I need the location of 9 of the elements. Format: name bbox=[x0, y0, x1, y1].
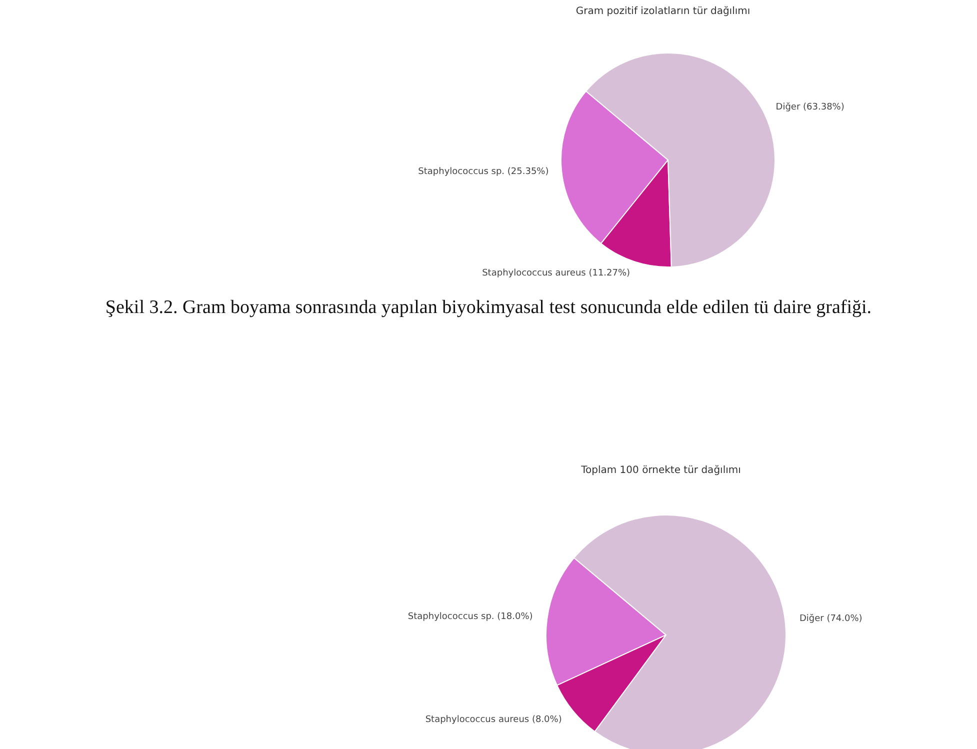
slice-label: Diğer (74.0%) bbox=[799, 613, 862, 624]
text: Şekil 3.2. Gram boyama sonrasında yapılan biyokimyasal test sonucunda elde edilen tü daire grafiği. bbox=[104, 296, 873, 319]
chart-title: Toplam 100 örnekte tür dağılımı bbox=[580, 465, 742, 476]
slice-label: Staphylococcus sp. (25.35%) bbox=[418, 166, 549, 177]
slice-label: Staphylococcus aureus (8.0%) bbox=[425, 714, 562, 725]
slice-label: Diğer (63.38%) bbox=[776, 102, 844, 113]
slice-label: Staphylococcus sp. (18.0%) bbox=[408, 612, 533, 622]
slice-label: Staphylococcus aureus (11.27%) bbox=[482, 268, 630, 279]
chart-title: Gram pozitif izolatların tür dağılımı bbox=[574, 6, 752, 17]
